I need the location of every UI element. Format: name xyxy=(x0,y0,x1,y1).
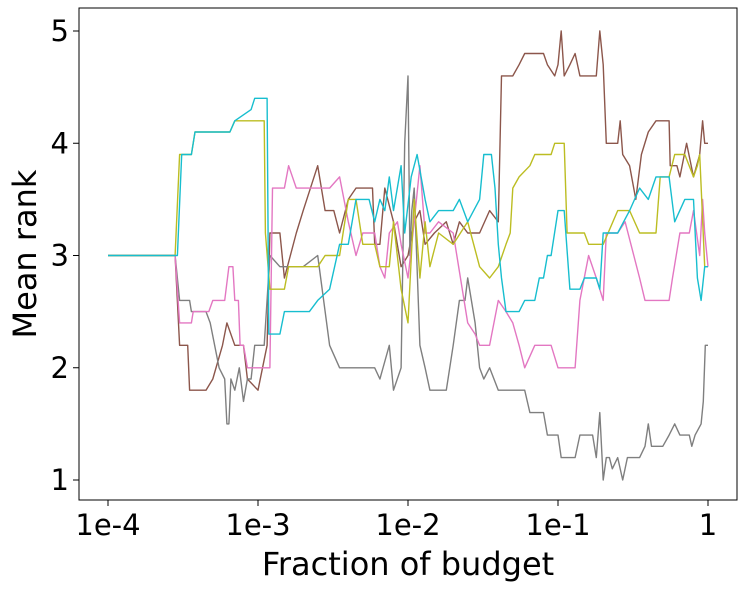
y-tick-label: 4 xyxy=(51,126,69,160)
y-axis-label: Mean rank xyxy=(6,169,44,338)
x-tick-label: 1 xyxy=(699,508,717,542)
x-tick-label: 1e-4 xyxy=(75,508,140,542)
y-axis: 1 2 3 4 5 xyxy=(51,14,79,497)
series-line-cyan xyxy=(108,97,708,335)
y-tick-label: 2 xyxy=(51,351,69,385)
y-tick-label: 5 xyxy=(51,14,69,48)
y-tick-label: 1 xyxy=(51,463,69,497)
x-axis-label: Fraction of budget xyxy=(262,545,554,583)
x-tick-label: 1e-1 xyxy=(525,508,590,542)
x-tick-label: 1e-2 xyxy=(375,508,440,542)
y-tick-label: 3 xyxy=(51,239,69,273)
series-layer xyxy=(108,30,709,481)
series-line-olive xyxy=(108,120,708,324)
x-tick-label: 1e-3 xyxy=(225,508,290,542)
series-line-pink xyxy=(108,164,709,369)
series-line-gray xyxy=(108,75,708,481)
x-axis: 1e-4 1e-3 1e-2 1e-1 1 xyxy=(75,500,717,542)
